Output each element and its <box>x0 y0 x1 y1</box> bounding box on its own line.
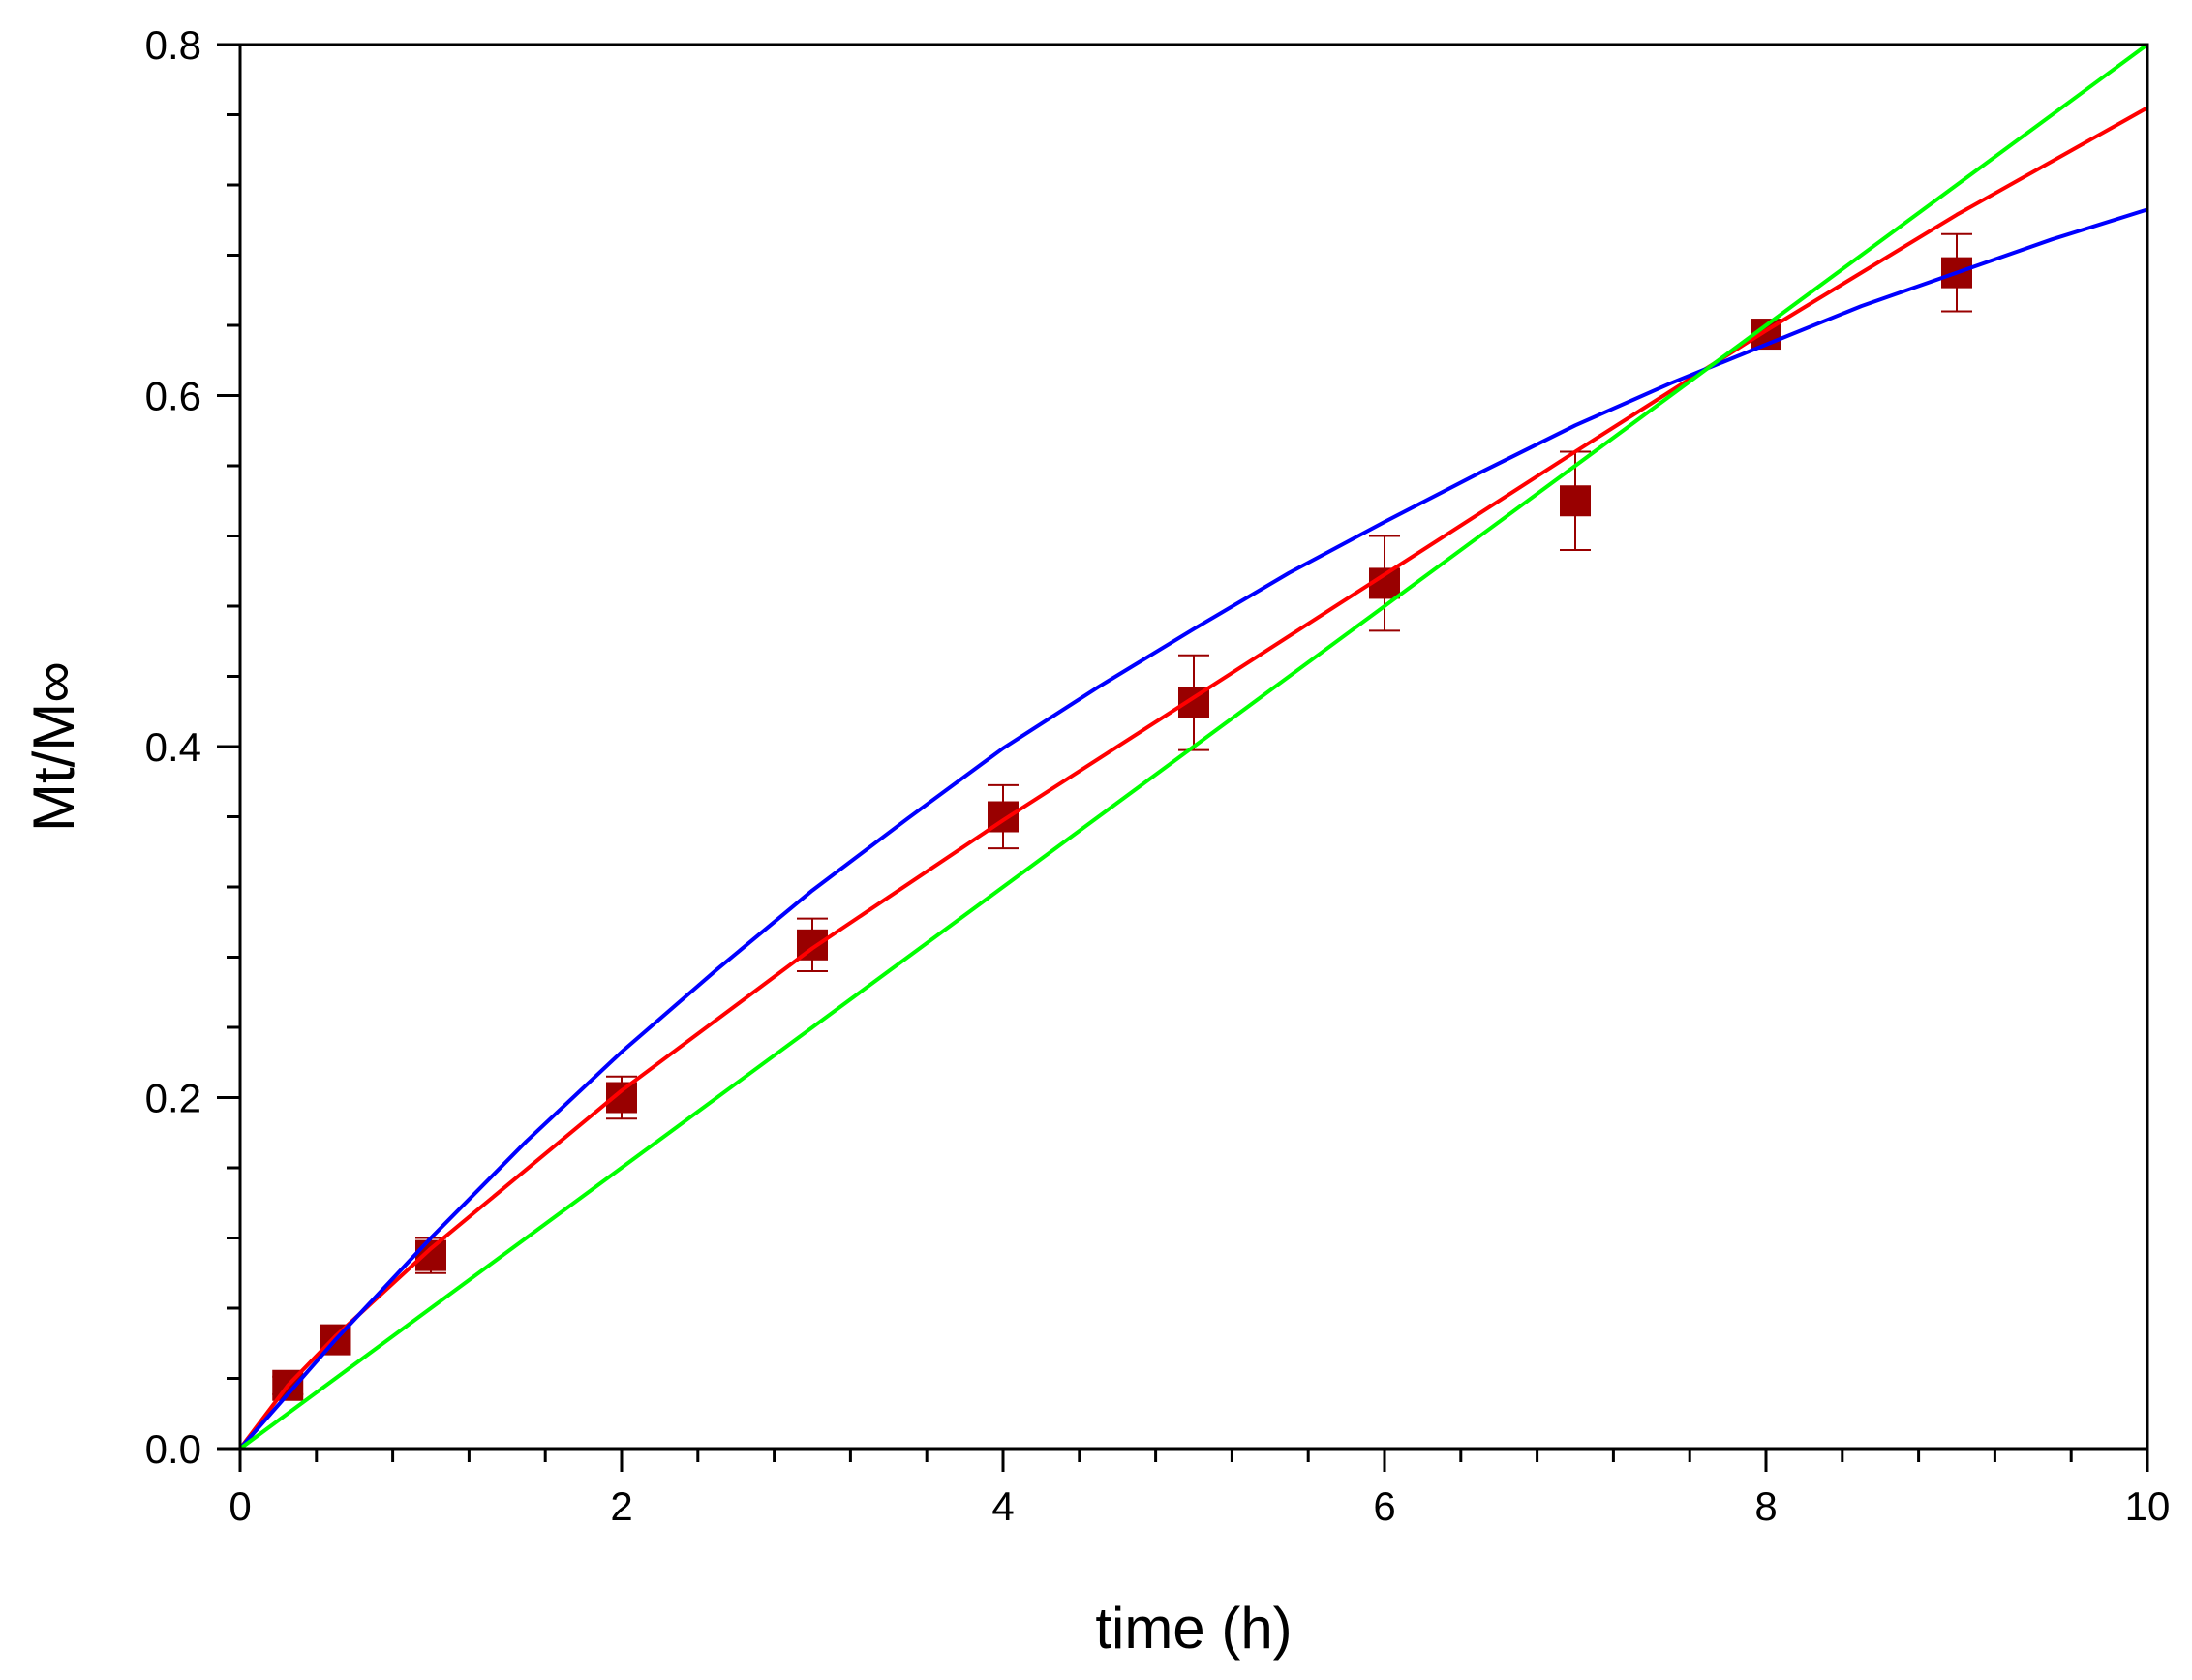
series-line <box>238 43 2149 1451</box>
y-tick-label: 0.6 <box>145 374 201 419</box>
y-tick-label: 0.8 <box>145 22 201 68</box>
x-axis-title: time (h) <box>1095 1596 1292 1661</box>
axes-layer: 0 2 4 6 8 10 0.0 0.2 0.4 0.6 0.8 <box>145 22 2171 1529</box>
data-point <box>415 1239 446 1271</box>
y-tick-label: 0.2 <box>145 1076 201 1121</box>
y-tick-label: 0.0 <box>145 1426 201 1472</box>
x-tick-label: 8 <box>1754 1483 1777 1529</box>
y-axis-title: Mt/M∞ <box>21 661 86 832</box>
x-tick-label: 6 <box>1373 1483 1395 1529</box>
x-tick-label: 4 <box>991 1483 1014 1529</box>
series-line <box>238 207 2148 1451</box>
x-tick-label: 0 <box>228 1483 251 1529</box>
x-tick-label: 2 <box>610 1483 632 1529</box>
series-line <box>238 106 2148 1451</box>
x-tick-label: 10 <box>2125 1483 2171 1529</box>
y-tick-label: 0.4 <box>145 724 201 770</box>
data-point <box>1560 485 1591 517</box>
series-layer <box>238 43 2149 1451</box>
